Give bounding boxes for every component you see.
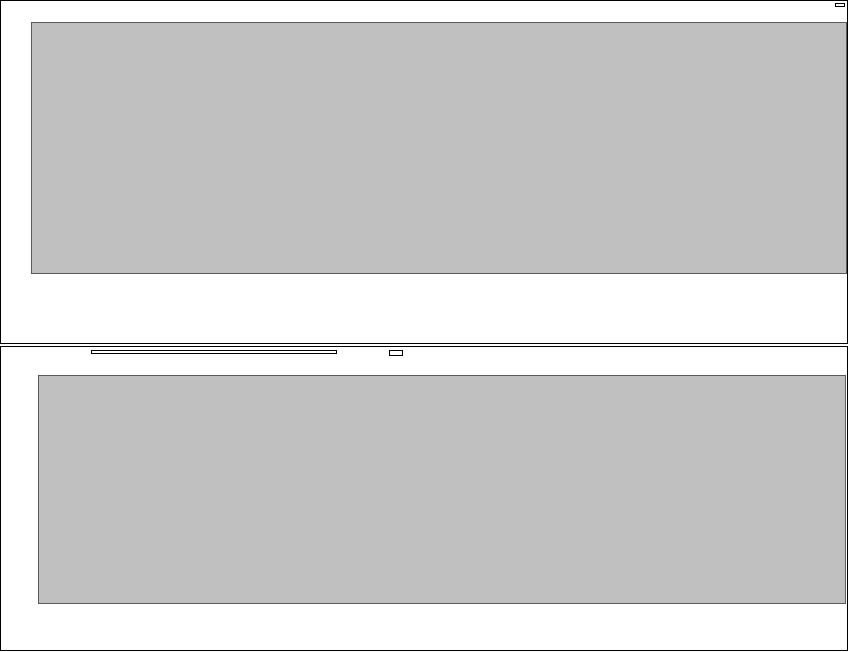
- volume-chart-svg: [39, 376, 845, 603]
- spread-chart-legend: [835, 3, 845, 7]
- volume-plot-area: [38, 375, 846, 604]
- spread-chart-panel: [0, 0, 848, 344]
- spread-plot-area: [31, 22, 847, 274]
- spread-chart-svg: [32, 23, 846, 273]
- volume-chart-panel: [0, 346, 848, 651]
- volume-chart-legend: [389, 350, 403, 356]
- volume-chart-title: [91, 350, 337, 354]
